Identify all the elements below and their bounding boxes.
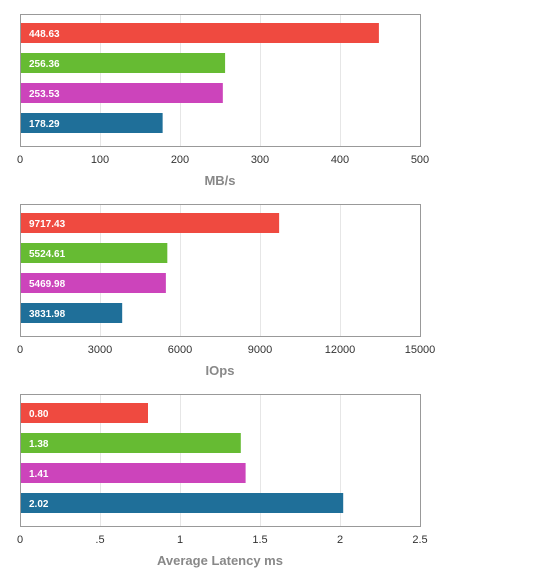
data-label: 1.41: [29, 469, 49, 480]
bar-4: [21, 493, 344, 513]
x-tick-label: 9000: [248, 344, 272, 356]
x-axis-title: Average Latency ms: [157, 553, 283, 568]
data-label: 1.38: [29, 439, 49, 450]
bar-3: [21, 273, 166, 293]
data-label: 256.36: [29, 59, 60, 70]
data-label: 0.80: [29, 409, 49, 420]
x-tick-label: .5: [95, 534, 104, 546]
x-axis-title: IOps: [206, 363, 235, 378]
data-label: 3831.98: [29, 309, 66, 320]
data-label: 253.53: [29, 89, 60, 100]
data-label: 5524.61: [29, 249, 66, 260]
data-label: 5469.98: [29, 279, 66, 290]
x-tick-label: 2: [337, 534, 343, 546]
bar-4: [21, 113, 163, 133]
x-tick-label: 0: [17, 154, 23, 166]
x-tick-label: 0: [17, 534, 23, 546]
chart-1: 448.63 256.36 253.53 178.29 0 100 200 300 400 500…: [17, 14, 429, 188]
x-tick-label: 1.5: [252, 534, 267, 546]
chart-2: 9717.43 5524.61 5469.98 3831.98 0 3000 6000 900…: [17, 204, 436, 378]
bar-1: [21, 213, 280, 233]
x-tick-label: 100: [91, 154, 109, 166]
chart-3: 0.80 1.38 1.41 2.02 0 .5 1 1.5 2 2.5 Average Laten…: [17, 394, 428, 568]
data-label: 9717.43: [29, 219, 66, 230]
x-tick-label: 3000: [88, 344, 112, 356]
x-tick-label: 2.5: [412, 534, 427, 546]
bar-2: [21, 53, 226, 73]
data-label: 178.29: [29, 119, 60, 130]
bar-1: [21, 23, 379, 43]
x-tick-label: 6000: [168, 344, 192, 356]
x-tick-label: 500: [411, 154, 429, 166]
bar-3: [21, 83, 223, 103]
data-label: 2.02: [29, 499, 49, 510]
x-tick-label: 12000: [325, 344, 356, 356]
x-tick-label: 400: [331, 154, 349, 166]
bar-2: [21, 243, 168, 263]
bar-2: [21, 433, 241, 453]
x-tick-label: 0: [17, 344, 23, 356]
bar-1: [21, 403, 148, 423]
bar-3: [21, 463, 246, 483]
data-label: 448.63: [29, 29, 60, 40]
x-tick-label: 300: [251, 154, 269, 166]
x-axis-title: MB/s: [204, 173, 235, 188]
x-tick-label: 15000: [405, 344, 436, 356]
x-tick-label: 200: [171, 154, 189, 166]
x-tick-label: 1: [177, 534, 183, 546]
bar-4: [21, 303, 123, 323]
